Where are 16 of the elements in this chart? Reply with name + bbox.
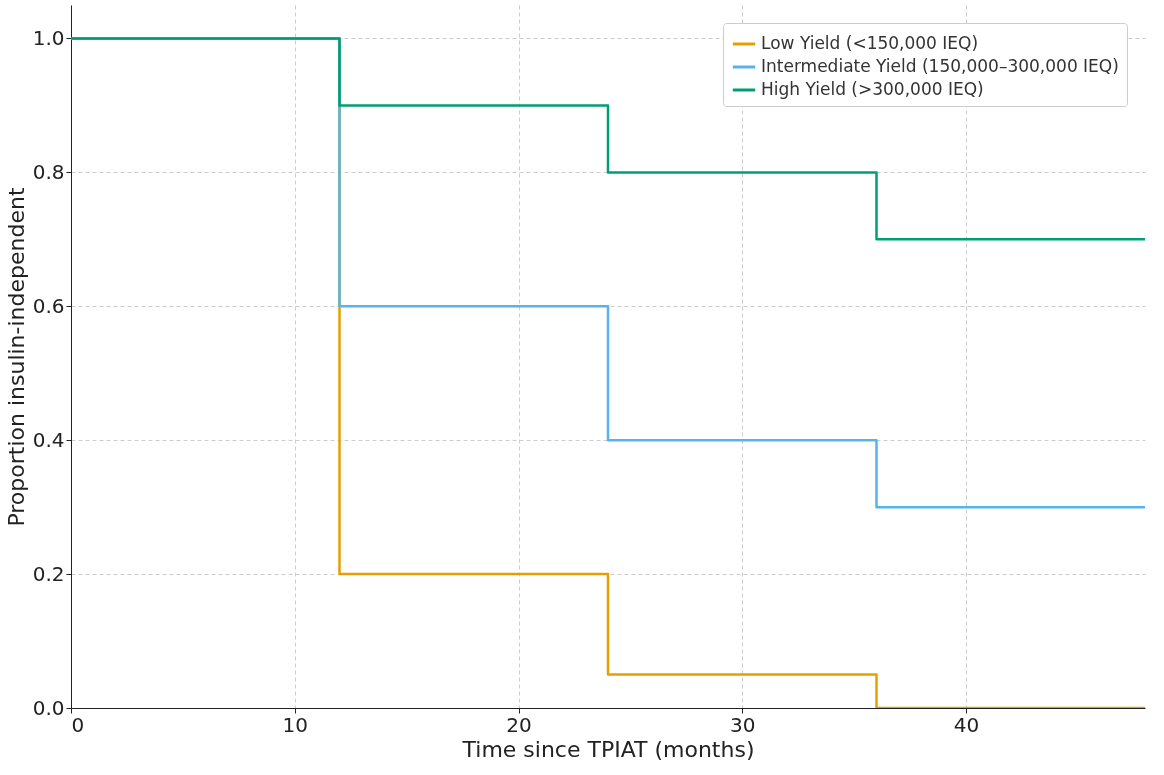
legend-label: Low Yield (<150,000 IEQ) (761, 33, 979, 53)
y-tick-label: 0.8 (32, 159, 65, 184)
y-tick-label: 0.6 (32, 293, 65, 318)
y-tick-label: 0.4 (32, 427, 65, 452)
x-tick-label: 0 (71, 712, 85, 737)
y-tick-label: 0.0 (32, 695, 65, 720)
legend-label: High Yield (>300,000 IEQ) (761, 79, 984, 99)
y-tick-label: 0.2 (32, 561, 65, 586)
x-tick-label: 30 (730, 712, 756, 737)
y-tick-label: 1.0 (32, 25, 65, 50)
x-axis-title: Time since TPIAT (months) (461, 736, 755, 762)
x-tick-label: 40 (953, 712, 980, 737)
y-axis-title: Proportion insulin-independent (3, 187, 29, 527)
x-tick-label: 20 (506, 712, 532, 737)
x-tick-label: 10 (282, 712, 308, 737)
legend-label: Intermediate Yield (150,000–300,000 IEQ) (761, 56, 1119, 76)
